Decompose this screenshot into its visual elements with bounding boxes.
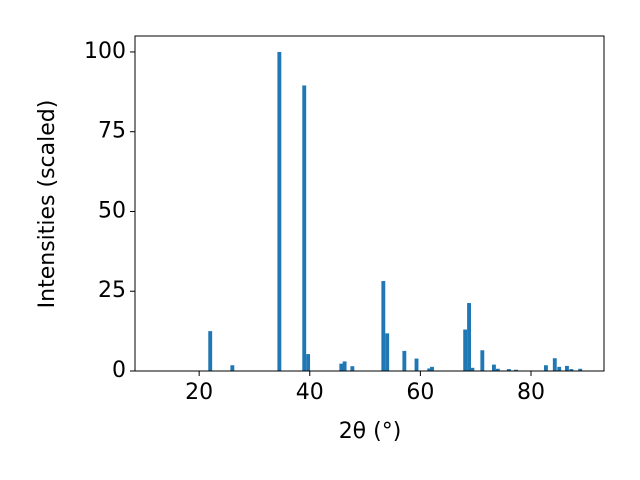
bar — [578, 368, 583, 371]
bar — [306, 354, 311, 371]
bar — [302, 85, 307, 371]
y-tick-label: 25 — [98, 278, 126, 303]
y-tick-label: 0 — [112, 358, 126, 383]
y-tick-label: 75 — [98, 119, 126, 144]
bar — [339, 363, 344, 371]
x-axis-label: 2θ (°) — [339, 419, 402, 444]
bar — [480, 350, 485, 371]
x-tick-label: 80 — [517, 380, 545, 405]
bar — [463, 329, 468, 371]
bar — [402, 350, 407, 371]
bar — [230, 365, 235, 371]
bar — [342, 361, 347, 371]
y-axis-label: Intensities (scaled) — [35, 100, 60, 309]
bar — [557, 366, 562, 371]
y-tick-label: 50 — [98, 198, 126, 223]
bar — [492, 364, 496, 371]
bar — [414, 358, 419, 371]
bar — [569, 369, 574, 371]
x-tick-label: 40 — [296, 380, 324, 405]
bar — [381, 281, 386, 371]
bar — [467, 303, 471, 371]
bar — [514, 369, 518, 371]
bar — [495, 368, 500, 371]
bar — [565, 365, 569, 371]
bar — [543, 365, 548, 371]
y-tick-label: 100 — [84, 39, 126, 64]
bar — [385, 333, 390, 371]
x-tick-label: 20 — [185, 380, 213, 405]
bar — [277, 51, 282, 371]
bar — [208, 331, 213, 371]
bar — [430, 366, 434, 371]
bar — [552, 358, 557, 371]
x-tick-label: 60 — [406, 380, 434, 405]
bar — [350, 366, 355, 371]
bar — [506, 369, 511, 371]
plot-frame — [134, 35, 605, 372]
bar — [470, 367, 475, 371]
bar — [427, 368, 432, 371]
